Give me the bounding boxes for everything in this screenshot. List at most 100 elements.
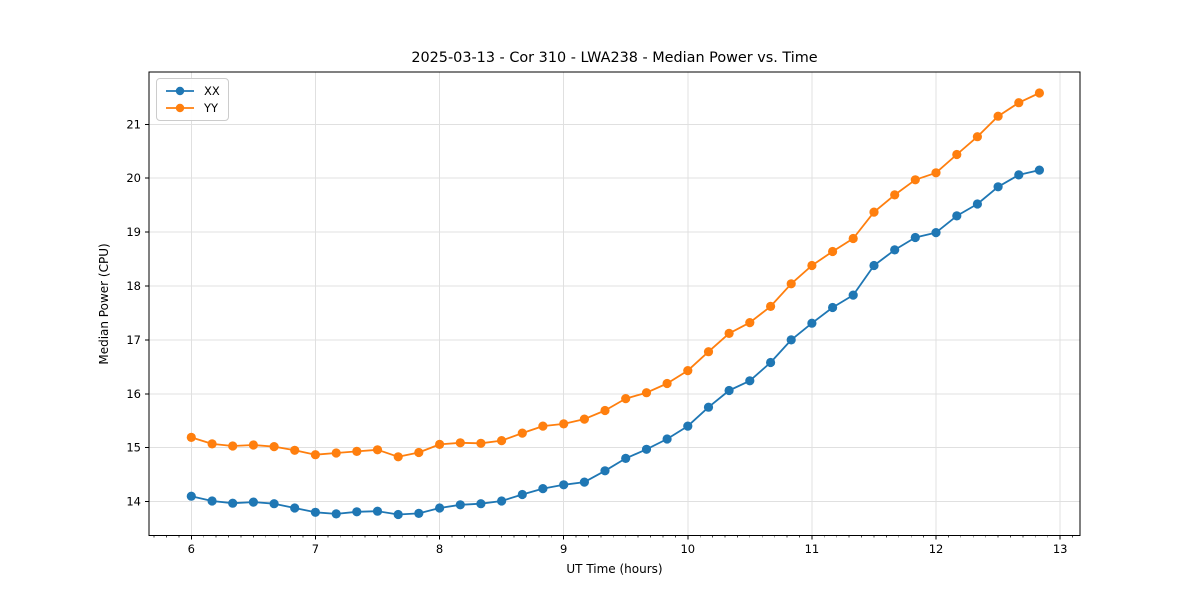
data-point-xx <box>848 290 858 300</box>
data-point-yy <box>1014 98 1024 108</box>
data-point-xx <box>228 498 238 508</box>
data-point-xx <box>579 477 590 487</box>
data-point-yy <box>435 439 445 449</box>
y-tick-label: 15 <box>126 441 141 455</box>
data-point-xx <box>352 507 362 517</box>
data-point-yy <box>683 366 693 376</box>
data-point-yy <box>952 149 962 160</box>
y-tick-label: 17 <box>126 333 141 347</box>
plot-border <box>148 71 1081 537</box>
y-axis-label: Median Power (CPU) <box>97 243 111 365</box>
legend-label-xx: XX <box>204 84 220 98</box>
y-tick-label: 16 <box>126 387 141 401</box>
legend-marker-yy-icon <box>166 103 194 113</box>
data-point-yy <box>786 279 796 289</box>
data-point-yy <box>910 175 920 185</box>
data-point-xx <box>248 497 258 507</box>
data-point-yy <box>497 436 507 446</box>
data-point-xx <box>724 385 734 396</box>
data-point-xx <box>766 357 776 368</box>
x-tick-label: 8 <box>436 542 443 556</box>
y-tick-label: 20 <box>126 171 141 185</box>
series-line-xx <box>191 169 1040 516</box>
data-point-xx <box>869 260 879 271</box>
data-point-yy <box>228 441 238 451</box>
x-tick-label: 7 <box>312 542 319 556</box>
chart-title: 2025-03-13 - Cor 310 - LWA238 - Median P… <box>411 50 818 66</box>
legend-label-yy: YY <box>204 101 219 115</box>
data-point-xx <box>372 506 383 516</box>
data-point-yy <box>993 111 1003 121</box>
y-tick-label: 18 <box>126 279 141 293</box>
data-point-xx <box>621 453 631 463</box>
data-point-xx <box>828 302 838 313</box>
data-point-yy <box>972 132 983 142</box>
data-point-xx <box>538 484 548 494</box>
data-point-yy <box>745 318 755 328</box>
data-point-yy <box>186 432 196 442</box>
data-point-yy <box>372 445 383 455</box>
data-point-xx <box>559 480 569 490</box>
data-point-xx <box>310 507 320 517</box>
x-tick-label: 6 <box>188 542 195 556</box>
data-point-yy <box>869 207 879 217</box>
data-point-yy <box>290 445 300 455</box>
data-point-xx <box>455 500 465 510</box>
data-point-yy <box>703 347 714 357</box>
data-point-yy <box>641 388 652 398</box>
data-point-xx <box>993 182 1003 192</box>
data-point-yy <box>828 246 838 257</box>
data-point-yy <box>766 301 776 311</box>
data-point-yy <box>1034 88 1044 98</box>
x-tick-label: 13 <box>1053 542 1068 556</box>
data-point-yy <box>662 378 672 389</box>
data-point-xx <box>600 466 610 476</box>
data-point-xx <box>786 335 796 345</box>
data-point-xx <box>972 199 983 209</box>
data-point-yy <box>352 446 362 456</box>
data-point-yy <box>414 447 424 458</box>
x-tick-label: 12 <box>929 542 944 556</box>
data-point-xx <box>931 228 941 238</box>
data-point-yy <box>393 452 403 462</box>
data-point-xx <box>186 491 196 501</box>
y-tick-label: 21 <box>126 117 141 131</box>
data-point-xx <box>435 503 445 513</box>
data-point-yy <box>848 233 858 244</box>
data-point-yy <box>621 394 631 404</box>
legend: XX YY <box>156 78 229 121</box>
data-point-yy <box>931 168 941 178</box>
data-point-yy <box>890 190 900 200</box>
data-point-yy <box>600 405 610 416</box>
data-point-yy <box>579 414 590 424</box>
data-point-yy <box>248 440 258 450</box>
data-point-xx <box>1034 165 1044 175</box>
data-point-xx <box>517 489 527 500</box>
data-point-xx <box>1014 170 1024 180</box>
y-tick-label: 19 <box>126 225 141 239</box>
data-point-yy <box>724 328 734 338</box>
x-tick-label: 10 <box>680 542 695 556</box>
data-point-xx <box>952 211 962 221</box>
data-point-xx <box>290 503 300 513</box>
x-tick-label: 11 <box>805 542 820 556</box>
legend-item-yy: YY <box>163 100 220 116</box>
legend-item-xx: XX <box>163 83 220 99</box>
data-point-xx <box>476 499 486 509</box>
x-axis-label: UT Time (hours) <box>566 562 663 576</box>
data-point-xx <box>703 402 714 412</box>
data-point-yy <box>517 428 527 438</box>
data-point-xx <box>910 232 920 243</box>
data-point-yy <box>331 448 341 458</box>
data-point-xx <box>641 444 652 454</box>
data-point-yy <box>476 438 486 448</box>
data-point-xx <box>414 508 424 518</box>
data-point-yy <box>310 450 320 460</box>
data-point-xx <box>269 499 279 509</box>
data-point-yy <box>559 419 569 429</box>
data-point-yy <box>207 439 217 449</box>
series-line-yy <box>191 92 1040 458</box>
y-tick-label: 14 <box>126 495 141 509</box>
